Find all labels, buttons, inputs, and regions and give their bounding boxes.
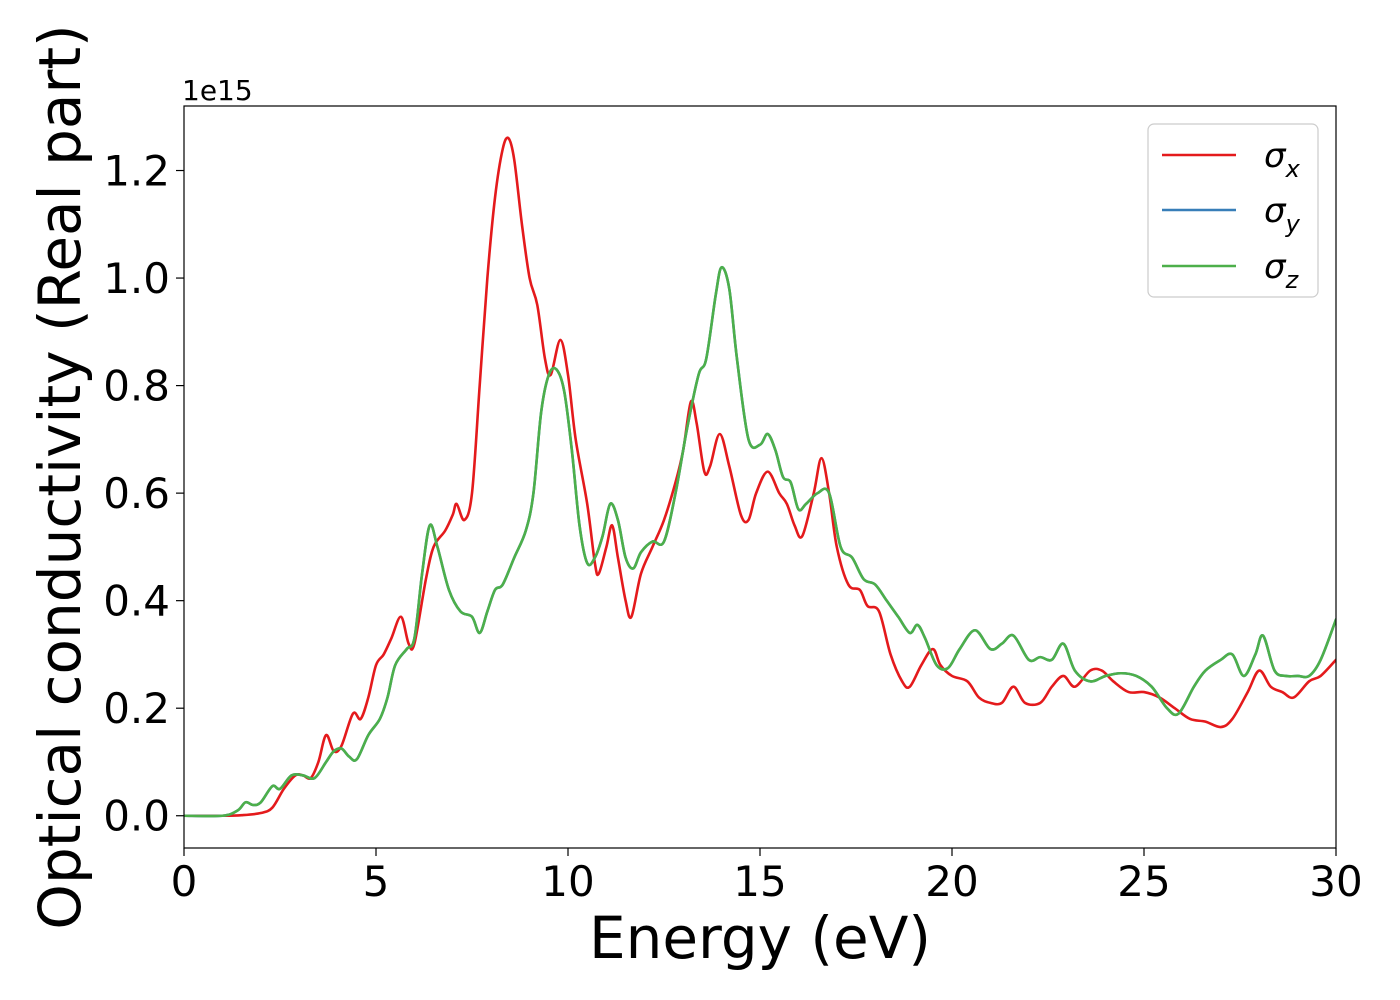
series-line-z [184,265,1336,818]
x-tick-label-0: 0 [171,857,198,906]
legend-label-z: σz [1264,247,1300,294]
legend-symbol-x: σ [1264,136,1287,176]
legend-symbol-y: σ [1264,191,1287,231]
y-tick-label-0: 0.0 [103,792,170,841]
series-line-x [184,136,1336,818]
y-tick-label-2: 0.4 [103,577,170,626]
legend-label-y: σy [1264,191,1301,238]
legend-subscript-x: x [1285,155,1301,183]
x-tick-label-1: 5 [363,857,390,906]
x-tick-label-5: 25 [1117,857,1170,906]
legend-subscript-y: y [1285,210,1301,238]
y-axis-ticks: 0.0 0.2 0.4 0.6 0.8 1.0 1.2 [103,147,184,841]
series-layer [184,136,1336,818]
x-tick-label-4: 20 [925,857,978,906]
y-offset-label: 1e15 [182,74,253,107]
y-tick-label-6: 1.2 [103,147,170,196]
x-tick-label-2: 10 [541,857,594,906]
x-tick-label-6: 30 [1309,857,1362,906]
y-tick-label-1: 0.2 [103,684,170,733]
y-tick-label-5: 1.0 [103,254,170,303]
legend-label-x: σx [1264,136,1301,183]
x-tick-label-3: 15 [733,857,786,906]
legend-symbol-z: σ [1264,247,1287,287]
y-axis-title: Optical conductivity (Real part) [26,24,94,929]
x-axis-ticks: 0 5 10 15 20 25 30 [171,848,1363,906]
x-axis-title: Energy (eV) [589,904,931,972]
y-tick-label-4: 0.8 [103,362,170,411]
y-tick-label-3: 0.6 [103,469,170,518]
legend-subscript-z: z [1285,266,1300,294]
